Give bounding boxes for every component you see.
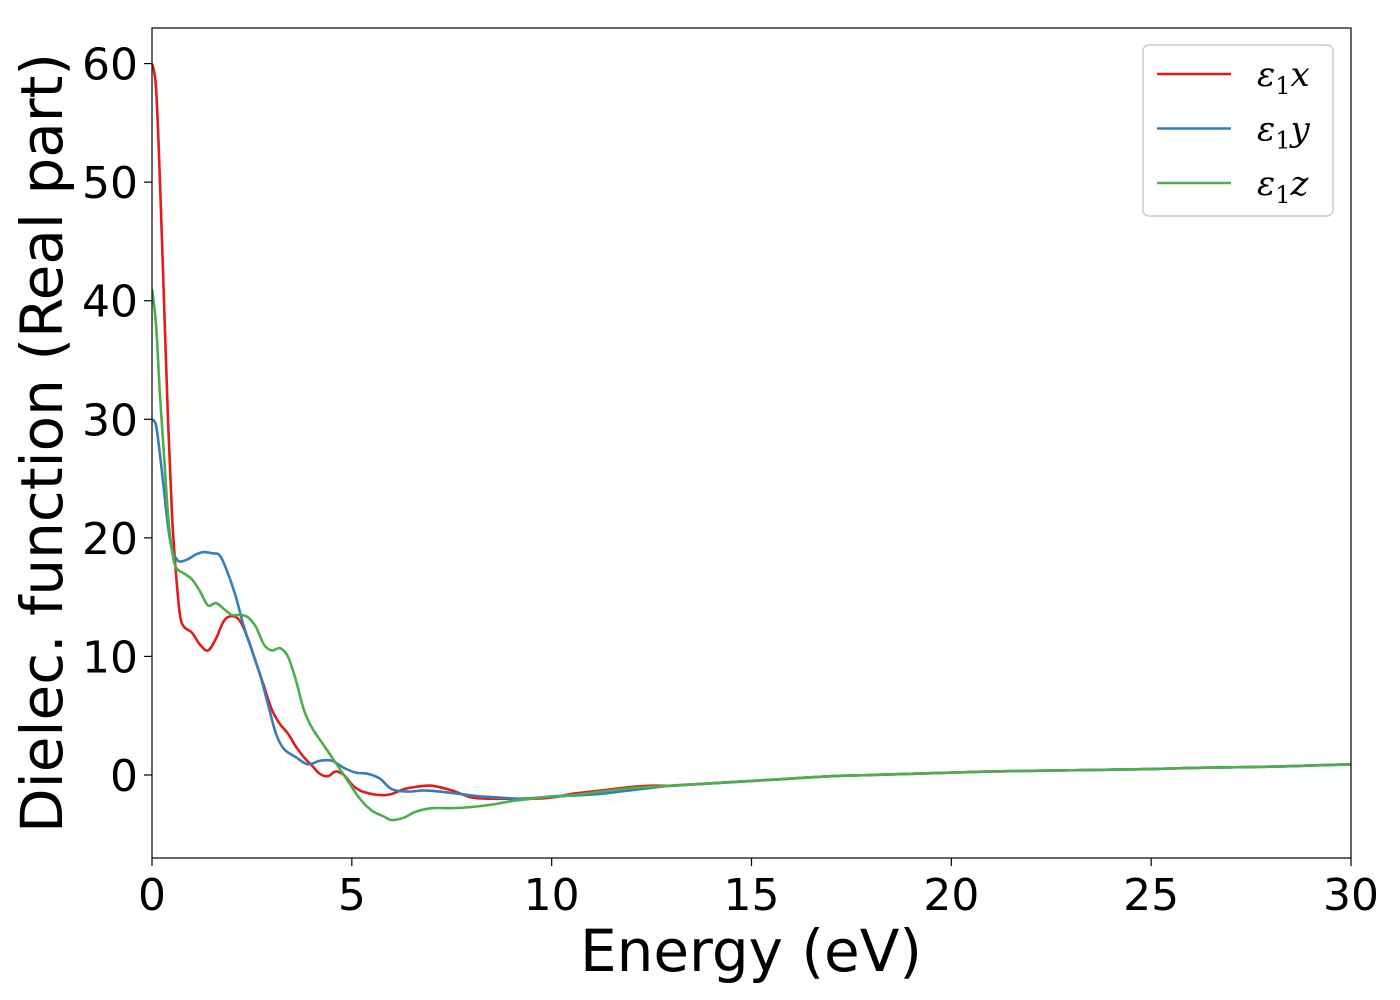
legend-symbol: ε (1257, 55, 1275, 95)
legend-symbol: ε (1257, 110, 1275, 150)
x-tick-label: 5 (338, 870, 366, 921)
x-tick-label: 25 (1123, 870, 1179, 921)
legend-label-x: ε1x (1257, 55, 1310, 100)
legend-box (1142, 44, 1334, 217)
x-tick-label: 10 (524, 870, 580, 921)
legend-label-z: ε1z (1257, 164, 1310, 209)
series-line-z (152, 288, 1351, 822)
x-tick-label: 0 (138, 870, 166, 921)
legend-component: z (1290, 164, 1310, 204)
series-layer (152, 63, 1351, 822)
y-tick-label: 20 (82, 514, 138, 565)
y-axis-title: Dielec. function (Real part) (8, 53, 76, 833)
x-tick-label: 30 (1323, 870, 1379, 921)
y-tick-label: 50 (82, 158, 138, 209)
y-axis: 0 10 20 30 40 50 60 (82, 40, 152, 802)
x-tick-label: 20 (923, 870, 979, 921)
legend-symbol: ε (1257, 164, 1275, 204)
legend-subscript: 1 (1275, 72, 1290, 100)
legend-subscript: 1 (1275, 127, 1290, 155)
legend-subscript: 1 (1275, 181, 1290, 209)
legend-label-y: ε1y (1257, 110, 1311, 155)
y-tick-label: 40 (82, 277, 138, 328)
x-axis: 0 5 10 15 20 25 30 (138, 858, 1379, 921)
y-tick-label: 30 (82, 395, 138, 446)
legend-component: y (1289, 110, 1311, 150)
y-tick-label: 10 (82, 632, 138, 683)
x-tick-label: 15 (724, 870, 780, 921)
legend-component: x (1291, 55, 1310, 95)
y-tick-label: 60 (82, 40, 138, 91)
y-tick-label: 0 (110, 751, 138, 802)
x-axis-title: Energy (eV) (580, 917, 922, 985)
